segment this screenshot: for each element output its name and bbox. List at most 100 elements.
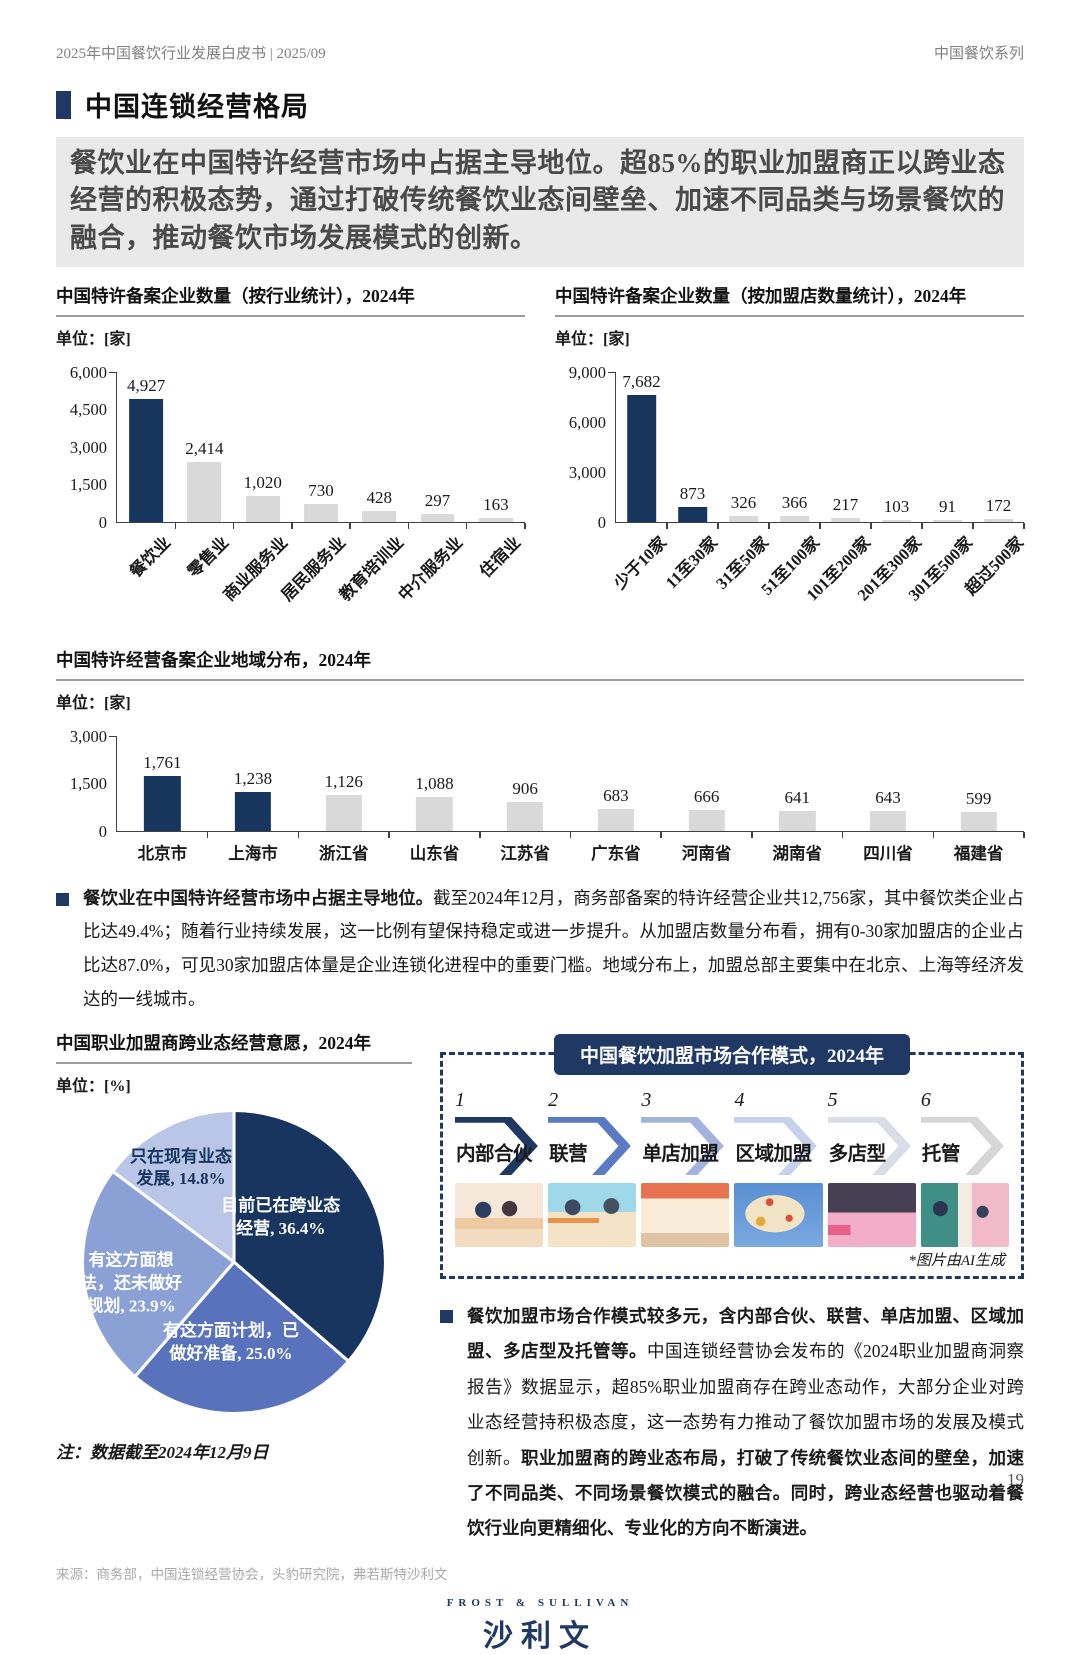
bar-value-label: 1,238 (233, 768, 273, 788)
bullet-square-icon (440, 1310, 453, 1324)
step-illustration (548, 1183, 637, 1248)
logo-english-text: FROST & SULLIVAN (446, 1596, 634, 1609)
step-arrow: 多店型 (827, 1117, 916, 1176)
logo-chinese-text: 沙利文 (483, 1619, 597, 1653)
bar-chart-by-store-count: 中国特许备案企业数量（按加盟店数量统计），2024年 单位：[家] 0 3,000… (555, 283, 1027, 639)
category-label: 江苏省 (500, 843, 550, 863)
bar-value-label: 428 (366, 488, 393, 508)
bar-column: 217 101至200家 (802, 373, 874, 604)
bar (688, 809, 725, 831)
paragraph-body: 截至2024年12月，商务部备案的特许经营企业共12,756家，其中餐饮类企业占… (83, 887, 1025, 1009)
bar-column: 666 河南省 (661, 737, 753, 863)
y-tick-label: 0 (98, 821, 107, 841)
bar-value-label: 1,020 (243, 473, 282, 493)
cooperation-box-title: 中国餐饮加盟市场合作模式，2024年 (553, 1034, 911, 1076)
cooperation-model-box: 中国餐饮加盟市场合作模式，2024年 1 内部合伙 2 联营 3 单店加盟 4 区域加盟 5 多店… (440, 1034, 1024, 1280)
cooperation-step: 6 托管 (920, 1089, 1009, 1248)
bar-value-label: 2,414 (185, 438, 224, 458)
bar-value-label: 730 (308, 480, 334, 500)
bar (932, 520, 963, 522)
top-charts-row: 中国特许备案企业数量（按行业统计），2024年 单位：[家] 0 1,500 3,0… (56, 283, 1027, 639)
bar (420, 514, 455, 522)
step-label: 区域加盟 (735, 1144, 812, 1166)
bar (983, 518, 1014, 522)
bar-column: 906 江苏省 (480, 737, 571, 863)
pie-slice-label: 只在现有业态发展, 14.8% (129, 1146, 232, 1189)
bar-column: 91 301至500家 (904, 373, 976, 604)
page-number: 19 (1007, 1470, 1024, 1489)
series-label: 中国餐饮系列 (933, 46, 1024, 62)
bar (881, 520, 912, 522)
y-axis: 0 1,500 3,000 (56, 727, 116, 841)
bar-value-label: 366 (781, 492, 808, 512)
paragraph-tail: 职业加盟商的跨业态布局，打破了传统餐饮业态间的壁垒，加速了不同品类、不同场景餐饮… (467, 1447, 1025, 1539)
bar-column: 163 住宿业 (467, 373, 527, 581)
category-label: 广东省 (591, 843, 641, 863)
bar-value-label: 326 (730, 493, 757, 513)
bar-value-label: 641 (784, 787, 811, 807)
bar (144, 775, 181, 831)
source-line: 来源：商务部，中国连锁经营协会，头豹研究院，弗若斯特沙利文 (56, 1566, 448, 1582)
bar-value-label: 297 (424, 491, 451, 511)
step-label: 单店加盟 (642, 1144, 719, 1166)
plot-area: 7,682 少于10家 873 11至30家 326 31至50家 366 51至100家 21… (608, 371, 1027, 604)
step-number: 2 (548, 1089, 559, 1112)
step-number: 3 (641, 1089, 652, 1112)
arrow-chevron-icon (827, 1117, 911, 1176)
y-tick-label: 1,500 (69, 475, 107, 495)
category-label: 四川省 (863, 843, 913, 863)
cooperation-steps: 1 内部合伙 2 联营 3 单店加盟 4 区域加盟 5 多店型 6 托管 (455, 1089, 1009, 1248)
pie-slice (81, 1169, 236, 1379)
pie-slice-label: 有这方面想法，还未做好规划, 23.9% (80, 1250, 183, 1316)
bar-column: 1,088 山东省 (389, 737, 481, 863)
bar-column: 1,761 北京市 (117, 737, 209, 863)
step-illustration (920, 1183, 1009, 1248)
y-tick-label: 0 (98, 512, 107, 532)
bar-column: 873 11至30家 (661, 373, 720, 592)
y-tick-label: 0 (597, 512, 606, 532)
step-arrow: 区域加盟 (734, 1117, 822, 1176)
y-tick-label: 1,500 (69, 774, 107, 794)
pie-slice-label: 有这方面计划，已做好准备, 25.0% (162, 1321, 299, 1364)
arrow-chevron-icon (455, 1117, 538, 1176)
paragraph-text: 餐饮加盟市场合作模式较多元，含内部合伙、联营、单店加盟、区域加盟、多店型及托管等… (467, 1299, 1024, 1546)
bar (129, 399, 164, 522)
step-illustration (455, 1183, 544, 1248)
chart-unit: 单位：[%] (56, 1078, 131, 1096)
chart-unit: 单位：[家] (56, 330, 131, 348)
section-title-marker (56, 90, 71, 119)
step-label: 多店型 (828, 1144, 887, 1166)
pie-chart-column: 中国职业加盟商跨业态经营意愿，2024年 单位：[%] 目前已在跨业态经营, 3… (56, 1030, 412, 1546)
bar-value-label: 7,682 (622, 371, 661, 391)
y-tick-label: 9,000 (568, 362, 606, 382)
section-title: 中国连锁经营格局 (85, 92, 309, 122)
step-number: 5 (827, 1089, 838, 1112)
pie-svg (81, 1109, 387, 1416)
bar-value-label: 906 (512, 779, 538, 799)
category-label: 北京市 (137, 843, 188, 863)
bar-value-label: 163 (483, 494, 509, 514)
cooperation-column: 中国餐饮加盟市场合作模式，2024年 1 内部合伙 2 联营 3 单店加盟 4 区域加盟 5 多店… (440, 1030, 1024, 1546)
bar-value-label: 643 (875, 787, 901, 807)
y-axis: 0 1,500 3,000 4,500 6,000 (56, 363, 116, 532)
category-label: 河南省 (681, 843, 732, 863)
category-label: 福建省 (953, 843, 1004, 863)
y-tick-label: 6,000 (568, 412, 606, 432)
arrow-chevron-icon (641, 1117, 725, 1176)
chart-unit: 单位：[家] (555, 330, 630, 348)
bar-value-label: 683 (603, 786, 629, 806)
bar-column: 683 广东省 (571, 737, 662, 863)
paragraph-text: 餐饮业在中国特许经营市场中占据主导地位。截至2024年12月，商务部备案的特许经… (83, 882, 1024, 1016)
bar-value-label: 217 (832, 495, 859, 515)
bullet-square-icon (56, 892, 69, 906)
chart-title: 中国特许经营备案企业地域分布，2024年 (56, 647, 1024, 681)
y-tick-label: 3,000 (69, 437, 107, 457)
bar-chart-by-region: 中国特许经营备案企业地域分布，2024年 单位：[家] 0 1,500 3,000 … (56, 647, 1025, 868)
paragraph-body: 中国连锁经营协会发布的《2024职业加盟商洞察报告》数据显示，超85%职业加盟商… (467, 1341, 1024, 1468)
pie-slice (133, 1260, 350, 1416)
section-title-row: 中国连锁经营格局 (56, 85, 1024, 124)
cooperation-step: 3 单店加盟 (641, 1089, 730, 1248)
bar-column: 4,927 餐饮业 (117, 373, 177, 581)
step-arrow: 单店加盟 (641, 1117, 729, 1176)
bar-value-label: 1,126 (324, 772, 363, 792)
